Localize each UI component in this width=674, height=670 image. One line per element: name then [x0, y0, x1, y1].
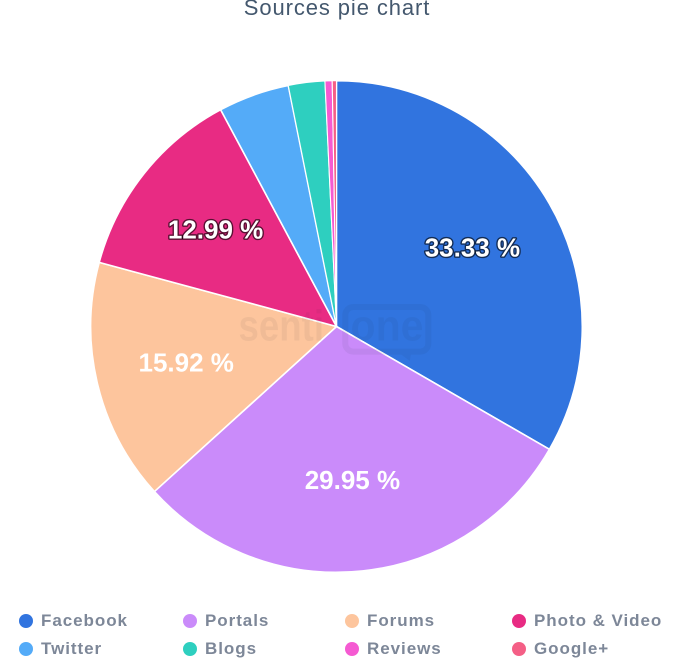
svg-text:33.33 %: 33.33 %	[425, 233, 520, 263]
svg-text:12.99 %: 12.99 %	[168, 214, 263, 244]
svg-text:one: one	[351, 302, 424, 351]
svg-text:29.95 %: 29.95 %	[305, 465, 400, 495]
svg-text:senti: senti	[239, 302, 325, 351]
svg-text:15.92 %: 15.92 %	[138, 347, 233, 377]
